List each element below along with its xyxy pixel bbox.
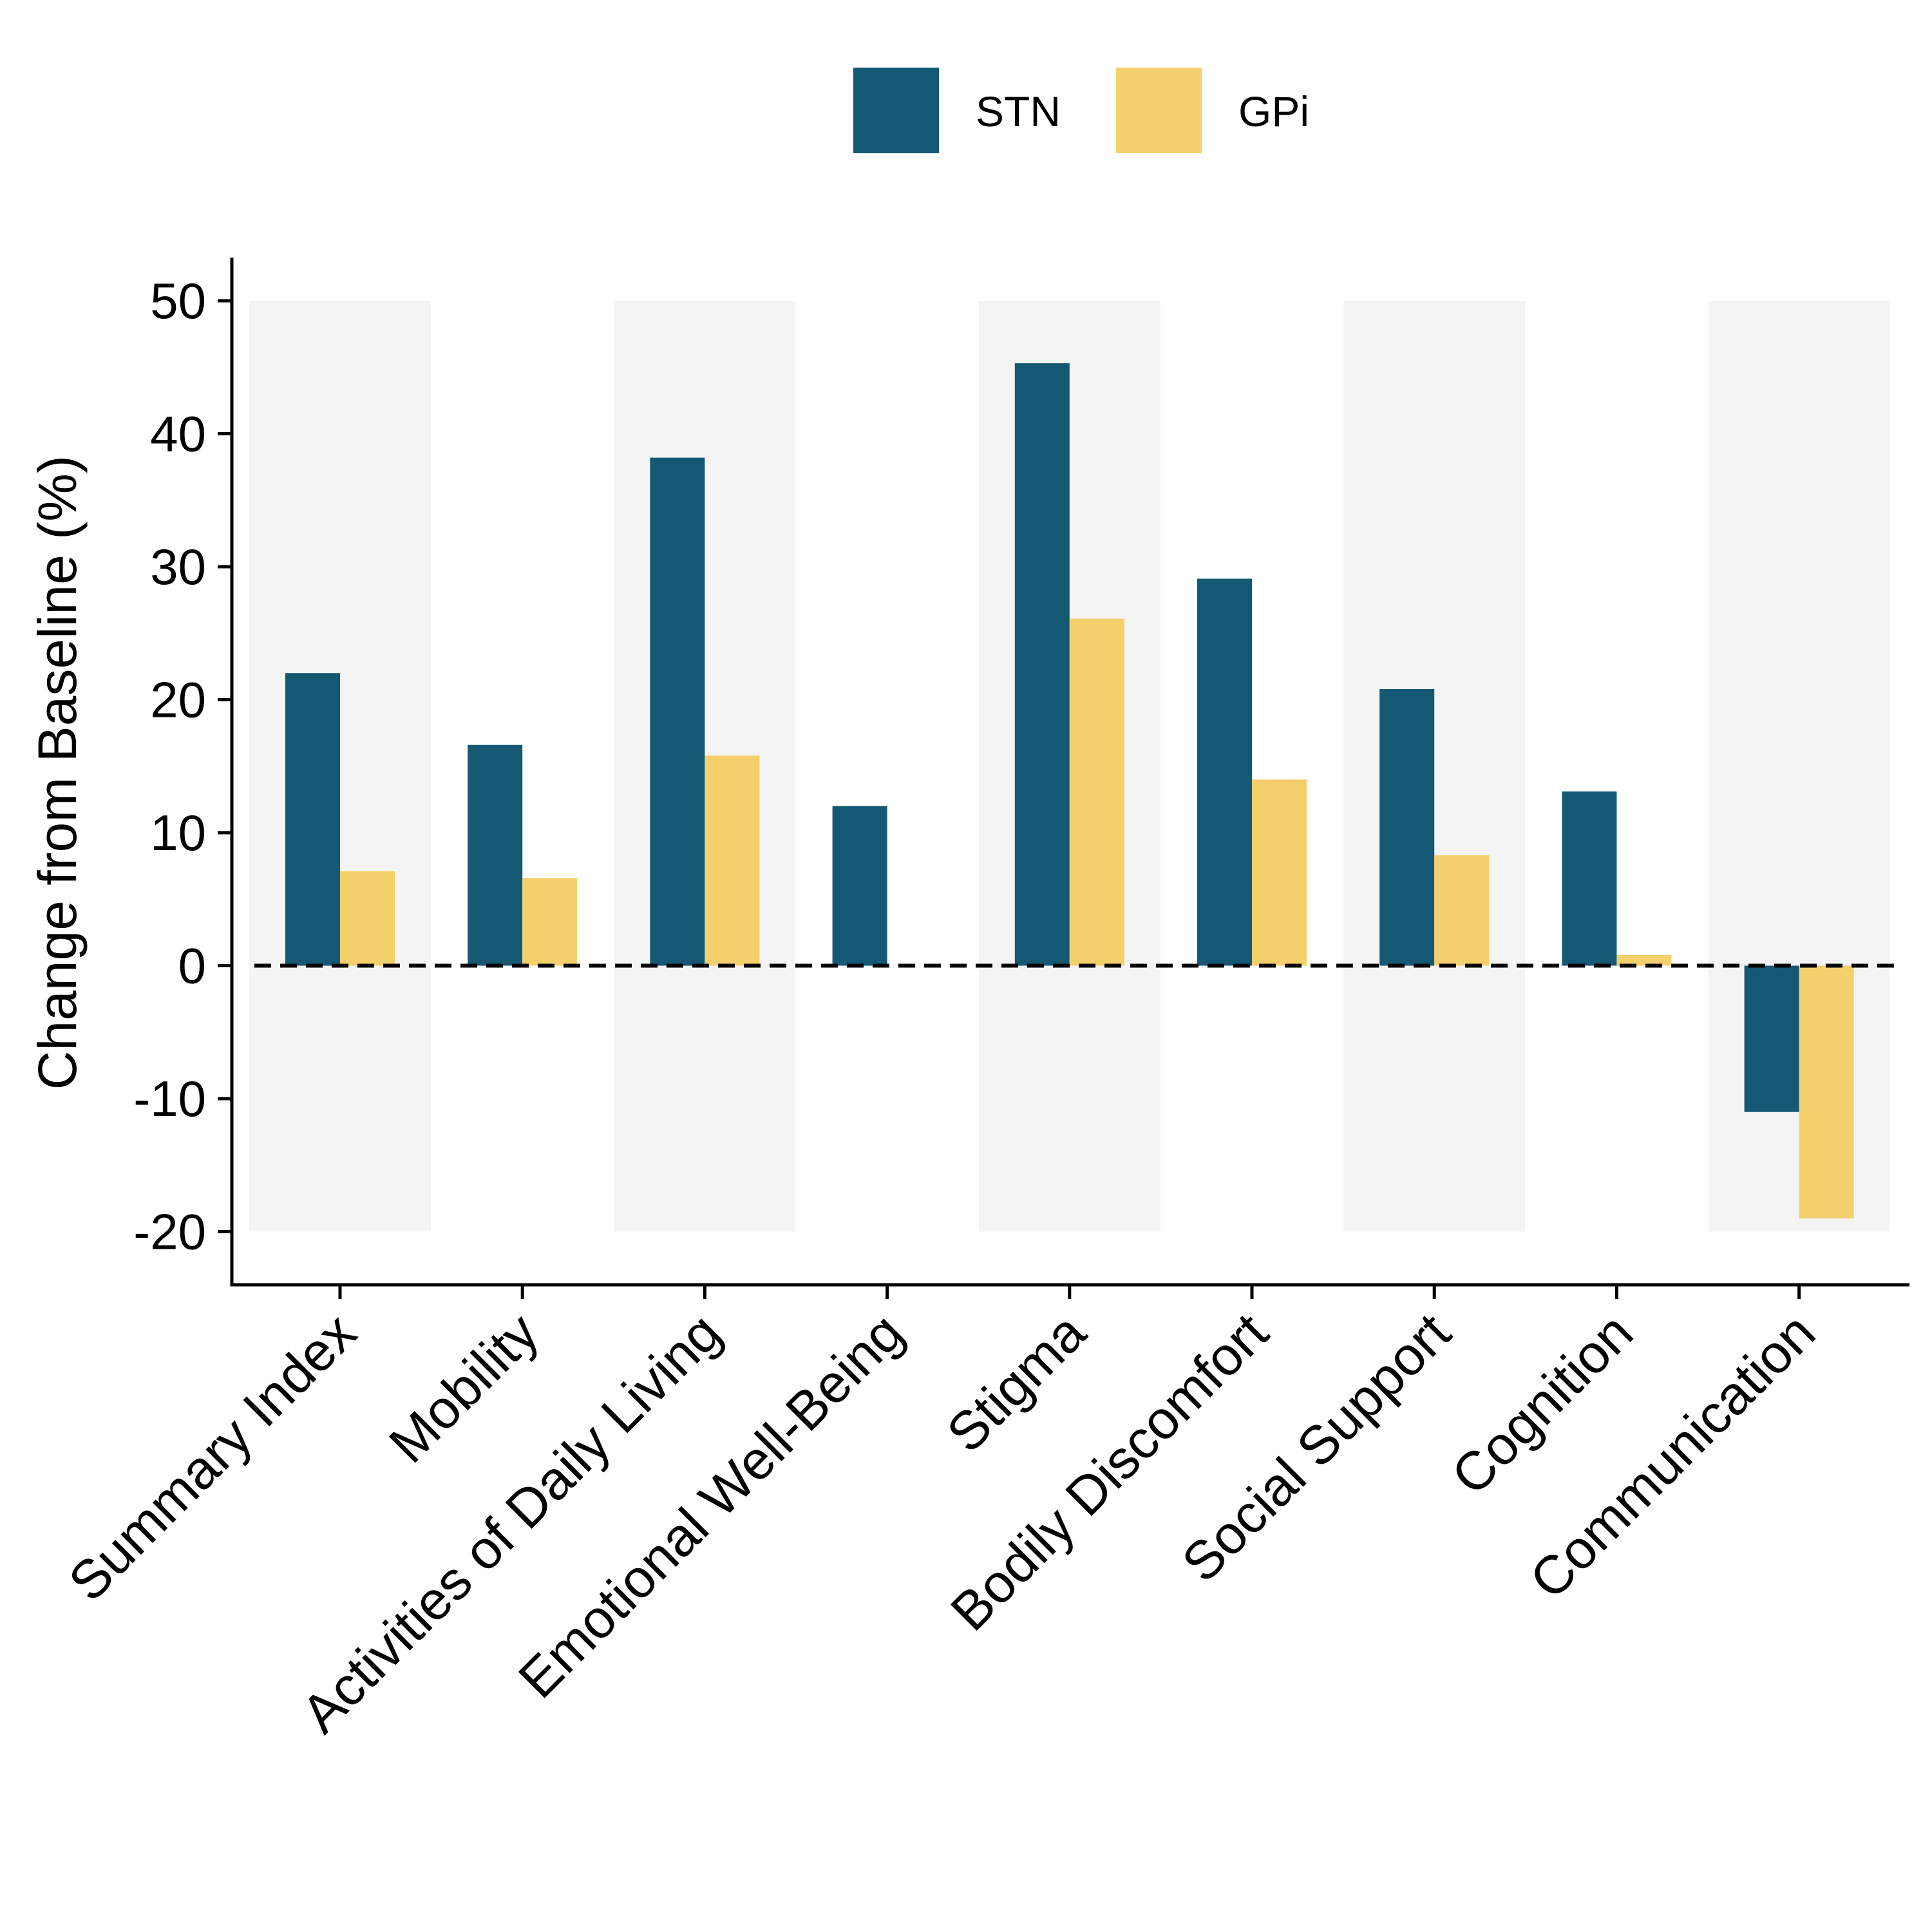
- bar-gpi: [522, 878, 578, 966]
- x-tick-label: Summary Index: [57, 1302, 367, 1612]
- legend-label-gpi: GPi: [1238, 88, 1309, 135]
- bar-stn: [468, 744, 523, 966]
- bar-stn: [1562, 791, 1617, 966]
- y-tick-label: 50: [150, 272, 206, 329]
- bar-stn: [1379, 688, 1435, 966]
- bars: [285, 363, 1854, 1218]
- bar-stn: [1197, 578, 1252, 966]
- bar-stn: [285, 673, 340, 966]
- bar-stn: [1014, 363, 1070, 966]
- y-tick-label: 20: [150, 672, 206, 728]
- legend-label-stn: STN: [976, 88, 1061, 135]
- y-tick-label: -20: [133, 1204, 206, 1260]
- bar-gpi: [1069, 618, 1124, 966]
- y-tick-label: 40: [150, 406, 206, 462]
- y-axis-title: Change from Baseline (%): [27, 455, 88, 1090]
- bar-gpi: [1252, 779, 1307, 966]
- x-tick-label: Mobility: [377, 1302, 550, 1474]
- bar-gpi: [340, 871, 395, 966]
- bar-stn: [832, 806, 887, 966]
- legend: STN GPi: [853, 68, 1309, 153]
- bar-gpi: [1799, 965, 1854, 1218]
- bar-stn: [650, 457, 705, 966]
- y-tick-label: 10: [150, 804, 206, 861]
- y-tick-label: 30: [150, 538, 206, 595]
- legend-swatch-stn: [853, 68, 939, 153]
- bar-gpi: [705, 755, 760, 966]
- y-tick-label: -10: [133, 1070, 206, 1127]
- x-tick-label: Bodily Discomfort: [939, 1302, 1280, 1642]
- y-axis-ticks: -20 -10 0 10 20 30 40 50: [133, 272, 232, 1260]
- bar-gpi: [1616, 954, 1672, 966]
- bar-stn: [1744, 965, 1799, 1112]
- legend-swatch-gpi: [1116, 68, 1202, 153]
- y-tick-label: 0: [178, 938, 206, 994]
- x-tick-label: Stigma: [935, 1302, 1097, 1464]
- bar-gpi: [1434, 855, 1490, 966]
